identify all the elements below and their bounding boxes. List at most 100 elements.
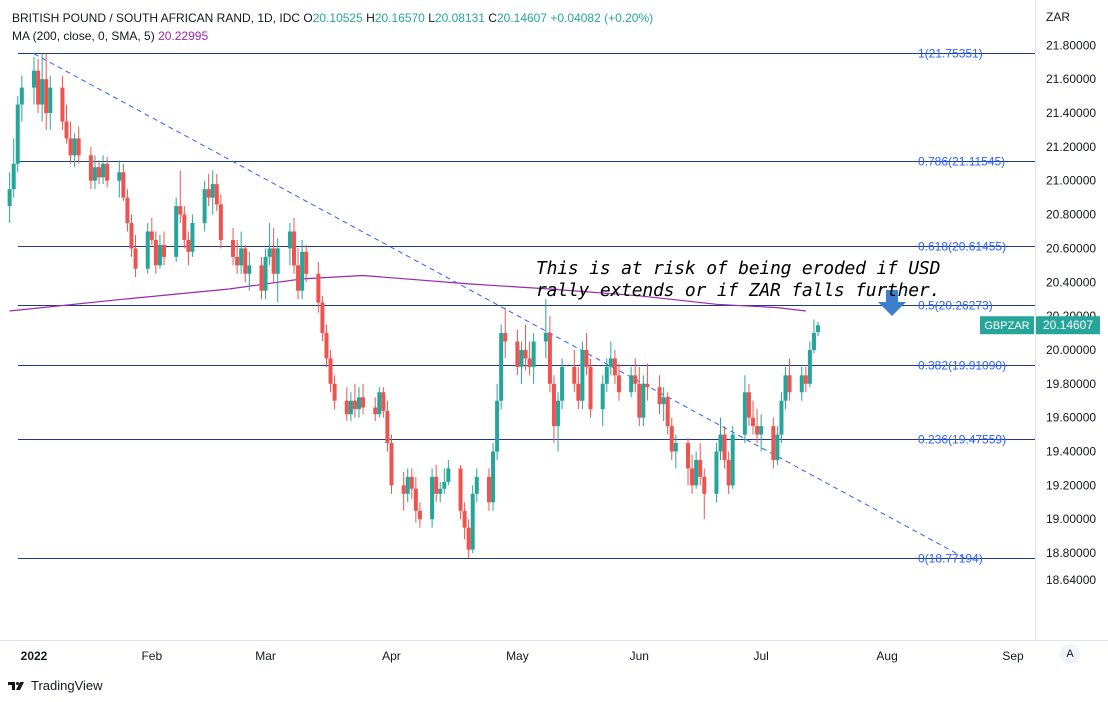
candle-body-56 — [324, 333, 329, 359]
candle-body-53 — [304, 251, 309, 274]
candle-body-97 — [556, 400, 561, 427]
auto-scale-button[interactable]: A — [1060, 644, 1080, 664]
candle-body-82 — [470, 493, 475, 550]
candle-body-6 — [40, 79, 45, 105]
candle-body-46 — [267, 248, 272, 257]
candle-body-139 — [799, 375, 804, 393]
candle-body-51 — [296, 265, 301, 291]
y-tick-label-11: 19.60000 — [1046, 411, 1096, 425]
symbol-title[interactable]: BRITISH POUND / SOUTH AFRICAN RAND, 1D, … — [12, 11, 301, 25]
fib-label-1: 0.786(21.11545) — [918, 155, 1005, 169]
high-label: H — [366, 11, 375, 25]
x-tick-label-3: Apr — [382, 649, 401, 663]
y-tick-label-12: 19.40000 — [1046, 445, 1096, 459]
y-tick-label-1: 21.60000 — [1046, 72, 1096, 86]
open-label: O — [303, 11, 313, 25]
candle-body-67 — [385, 410, 390, 444]
trendline-segment — [33, 53, 969, 561]
currency-label: ZAR — [1046, 10, 1070, 24]
fib-label-0: 1(21.75351) — [918, 47, 983, 61]
candles[interactable] — [7, 53, 821, 559]
candle-body-118 — [673, 443, 678, 452]
candle-body-89 — [515, 341, 520, 367]
candle-body-10 — [64, 121, 69, 139]
annotation-text[interactable]: This is at risk of being eroded if USD r… — [536, 258, 940, 302]
candle-body-102 — [584, 349, 589, 367]
candle-body-143 — [816, 325, 821, 333]
candle-body-40 — [235, 256, 240, 266]
time-scale[interactable]: 2022 Feb Mar Apr May Jun Jul Aug Sep — [21, 649, 1024, 663]
candle-body-74 — [430, 476, 435, 520]
badge-symbol-bg — [980, 316, 1034, 335]
candle-body-132 — [755, 426, 760, 435]
candle-body-110 — [633, 375, 638, 384]
y-tick-label-15: 18.80000 — [1046, 546, 1096, 560]
candle-body-62 — [356, 397, 361, 410]
open-value: 20.10525 — [312, 11, 363, 25]
candle-body-50 — [291, 231, 296, 266]
candle-body-116 — [665, 397, 670, 427]
candle-body-134 — [771, 426, 776, 460]
candle-body-133 — [759, 426, 764, 435]
candle-body-70 — [405, 476, 410, 494]
y-tick-label-2: 21.40000 — [1046, 106, 1096, 120]
high-value: 20.16570 — [374, 11, 425, 25]
candle-body-0 — [7, 189, 12, 207]
tradingview-logo[interactable]: TradingView — [8, 678, 103, 693]
candle-body-92 — [527, 358, 532, 367]
candle-body-63 — [361, 397, 366, 408]
candle-body-117 — [669, 426, 674, 452]
brand-name: TradingView — [31, 678, 103, 693]
y-tick-label-4: 21.00000 — [1046, 174, 1096, 188]
candle-body-54 — [316, 273, 321, 303]
candle-body-109 — [629, 375, 634, 393]
x-tick-label-1: Feb — [141, 649, 162, 663]
candle-body-96 — [551, 383, 556, 427]
candle-body-58 — [332, 383, 337, 401]
candle-body-60 — [348, 400, 353, 415]
ma-value: 20.22995 — [158, 29, 209, 43]
candle-body-11 — [68, 138, 73, 156]
candle-body-45 — [263, 256, 268, 291]
candle-body-65 — [377, 392, 382, 415]
candle-body-35 — [206, 189, 211, 198]
candle-body-71 — [409, 476, 414, 489]
candle-body-81 — [466, 527, 471, 550]
candle-body-130 — [746, 392, 751, 418]
ma-legend[interactable]: MA (200, close, 0, SMA, 5) 20.22995 — [12, 29, 208, 43]
candle-body-114 — [657, 387, 662, 405]
fib-label-4: 0.382(19.91090) — [918, 359, 1006, 373]
candle-body-15 — [92, 167, 97, 181]
candle-body-29 — [174, 206, 179, 257]
y-tick-label-3: 21.20000 — [1046, 140, 1096, 154]
candle-body-91 — [523, 349, 528, 359]
candle-body-72 — [413, 488, 418, 511]
candle-body-7 — [44, 79, 49, 113]
candle-body-106 — [608, 358, 613, 367]
candle-body-93 — [531, 341, 536, 367]
candle-body-64 — [373, 407, 378, 415]
fib-label-5: 0.236(19.47559) — [918, 433, 1006, 447]
candle-body-5 — [36, 70, 41, 105]
candle-body-2 — [15, 104, 20, 164]
candle-body-78 — [446, 468, 451, 482]
candle-body-4 — [32, 70, 36, 88]
y-tick-label-9: 20.00000 — [1046, 343, 1096, 357]
price-scale[interactable]: 21.80000 21.60000 21.40000 21.20000 21.00000… — [1046, 38, 1096, 587]
badge-symbol: GBPZAR — [984, 320, 1029, 332]
candle-body-68 — [389, 443, 394, 486]
x-tick-label-8: Sep — [1002, 649, 1024, 663]
candle-body-23 — [133, 248, 138, 269]
candle-body-44 — [259, 265, 264, 291]
trendline[interactable] — [33, 53, 969, 561]
candle-body-47 — [271, 248, 276, 274]
candle-body-32 — [186, 239, 191, 252]
fib-label-2: 0.618(20.61455) — [918, 240, 1006, 254]
y-tick-label-10: 19.80000 — [1046, 377, 1096, 391]
low-label: L — [428, 11, 435, 25]
candle-body-42 — [243, 248, 248, 274]
ma-line — [9, 274, 806, 312]
candle-body-66 — [381, 392, 386, 411]
